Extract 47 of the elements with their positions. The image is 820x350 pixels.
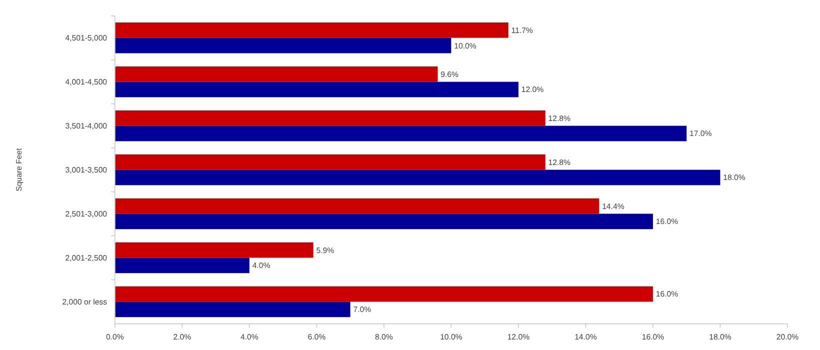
data-label: 7.0% bbox=[353, 305, 372, 314]
data-label: 16.0% bbox=[656, 290, 678, 299]
data-label: 16.0% bbox=[656, 217, 678, 226]
data-label: 11.7% bbox=[511, 26, 533, 35]
bar bbox=[114, 22, 508, 38]
y-tick-label: 3,501-4,000 bbox=[65, 122, 108, 131]
y-tick-label: 2,000 or less bbox=[62, 297, 108, 306]
data-label: 18.0% bbox=[723, 173, 746, 182]
bar bbox=[114, 126, 687, 142]
x-tick-label: 2.0% bbox=[173, 332, 192, 342]
y-tick-label: 2,001-2,500 bbox=[65, 253, 108, 262]
bar bbox=[114, 242, 314, 258]
bar bbox=[114, 286, 653, 302]
x-tick-label: 16.0% bbox=[642, 332, 664, 342]
x-tick-label: 10.0% bbox=[440, 332, 462, 342]
data-label: 12.8% bbox=[548, 114, 571, 123]
data-label: 17.0% bbox=[690, 129, 712, 138]
data-label: 12.8% bbox=[548, 158, 571, 167]
bar bbox=[114, 214, 653, 230]
bar bbox=[114, 38, 452, 54]
x-tick-label: 0.0% bbox=[106, 332, 124, 342]
data-label: 10.0% bbox=[454, 41, 476, 50]
bar bbox=[114, 198, 600, 214]
y-tick-label: 2,501-3,000 bbox=[65, 210, 108, 218]
x-tick-label: 12.0% bbox=[507, 332, 530, 342]
bar bbox=[114, 302, 350, 318]
x-tick-label: 6.0% bbox=[308, 332, 326, 342]
data-label: 4.0% bbox=[252, 261, 270, 270]
y-tick-label: 3,001-3,500 bbox=[65, 166, 108, 175]
data-label: 14.4% bbox=[602, 202, 624, 211]
y-tick-label: 4,001-4,500 bbox=[65, 78, 108, 87]
bar bbox=[114, 110, 546, 126]
x-tick-label: 20.0% bbox=[776, 332, 799, 342]
x-tick-label: 4.0% bbox=[240, 332, 258, 342]
bar bbox=[114, 82, 518, 98]
data-label: 5.9% bbox=[316, 246, 334, 255]
x-tick-label: 18.0% bbox=[709, 332, 732, 342]
data-label: 9.6% bbox=[440, 70, 459, 79]
bar bbox=[114, 258, 250, 274]
y-axis-title: Square Feet bbox=[14, 147, 24, 192]
bar bbox=[114, 154, 546, 170]
y-tick-label: 4,501-5,000 bbox=[65, 34, 108, 43]
bar bbox=[114, 170, 720, 186]
data-label: 12.0% bbox=[521, 85, 544, 94]
bar bbox=[114, 66, 438, 82]
x-tick-label: 8.0% bbox=[375, 332, 393, 342]
x-tick-label: 14.0% bbox=[574, 332, 597, 342]
